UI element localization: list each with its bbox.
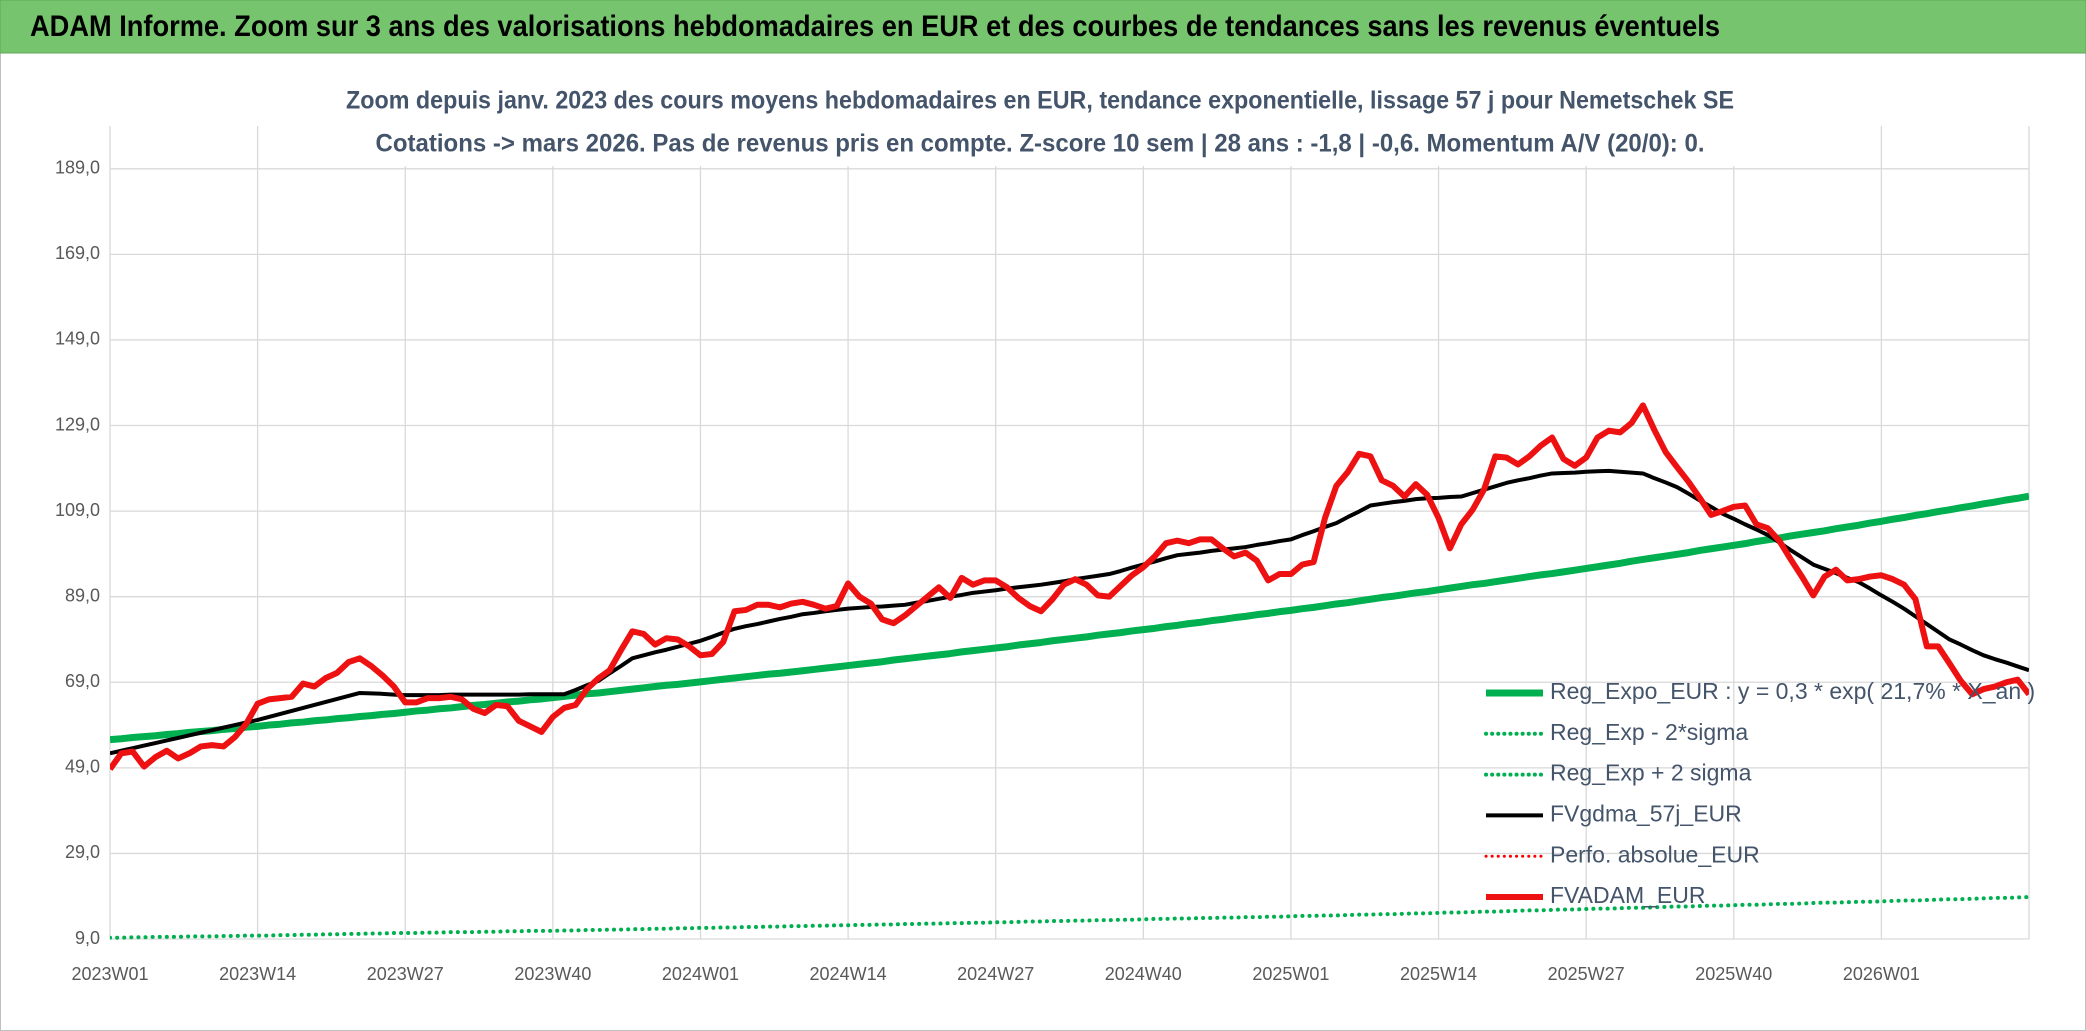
legend-label: Perfo. absolue_EUR [1550, 841, 1760, 867]
y-tick-label: 189,0 [55, 158, 100, 178]
y-tick-label: 149,0 [55, 329, 100, 349]
legend-label: FVADAM_EUR [1550, 882, 1706, 908]
y-tick-label: 49,0 [65, 757, 100, 777]
y-tick-label: 29,0 [65, 842, 100, 862]
x-tick-label: 2025W14 [1400, 964, 1477, 984]
header-bar [0, 0, 2086, 54]
x-tick-label: 2023W40 [514, 964, 591, 984]
subtitle-line: Zoom depuis janv. 2023 des cours moyens … [346, 87, 1734, 115]
series-line [110, 402, 2029, 771]
header-title: ADAM Informe. Zoom sur 3 ans des valoris… [30, 10, 1720, 43]
grid: 9,0 29,0 49,0 69,0 89,0 109,0 129,0 149,0 169,0 1… [55, 126, 2030, 984]
legend: Reg_Expo_EUR : y = 0,3 * exp( 21,7% * X_… [1484, 678, 2035, 908]
y-tick-label: 109,0 [55, 500, 100, 520]
x-tick-label: 2024W01 [662, 964, 739, 984]
legend-label: Reg_Expo_EUR : y = 0,3 * exp( 21,7% * X_… [1550, 678, 2035, 704]
x-tick-label: 2026W01 [1843, 964, 1920, 984]
x-tick-label: 2023W14 [219, 964, 296, 984]
x-tick-label: 2025W01 [1252, 964, 1329, 984]
y-tick-label: 129,0 [55, 414, 100, 434]
x-tick-label: 2023W27 [367, 964, 444, 984]
y-tick-label: 69,0 [65, 671, 100, 691]
x-tick-label: 2025W40 [1695, 964, 1772, 984]
x-tick-label: 2024W40 [1105, 964, 1182, 984]
x-tick-label: 2024W14 [810, 964, 887, 984]
series-line [110, 895, 2029, 940]
series-layer [110, 402, 2029, 940]
subtitle-line: Cotations -> mars 2026. Pas de revenus p… [376, 130, 1705, 158]
x-tick-label: 2024W27 [957, 964, 1034, 984]
legend-label: Reg_Exp - 2*sigma [1550, 719, 1748, 745]
y-tick-label: 169,0 [55, 243, 100, 263]
x-tick-label: 2023W01 [71, 964, 148, 984]
subtitle-box [339, 78, 1743, 166]
legend-label: Reg_Exp + 2 sigma [1550, 760, 1752, 786]
y-tick-label: 9,0 [75, 928, 100, 948]
legend-label: FVgdma_57j_EUR [1550, 800, 1742, 826]
y-tick-label: 89,0 [65, 585, 100, 605]
series-line [110, 492, 2029, 744]
x-tick-label: 2025W27 [1548, 964, 1625, 984]
